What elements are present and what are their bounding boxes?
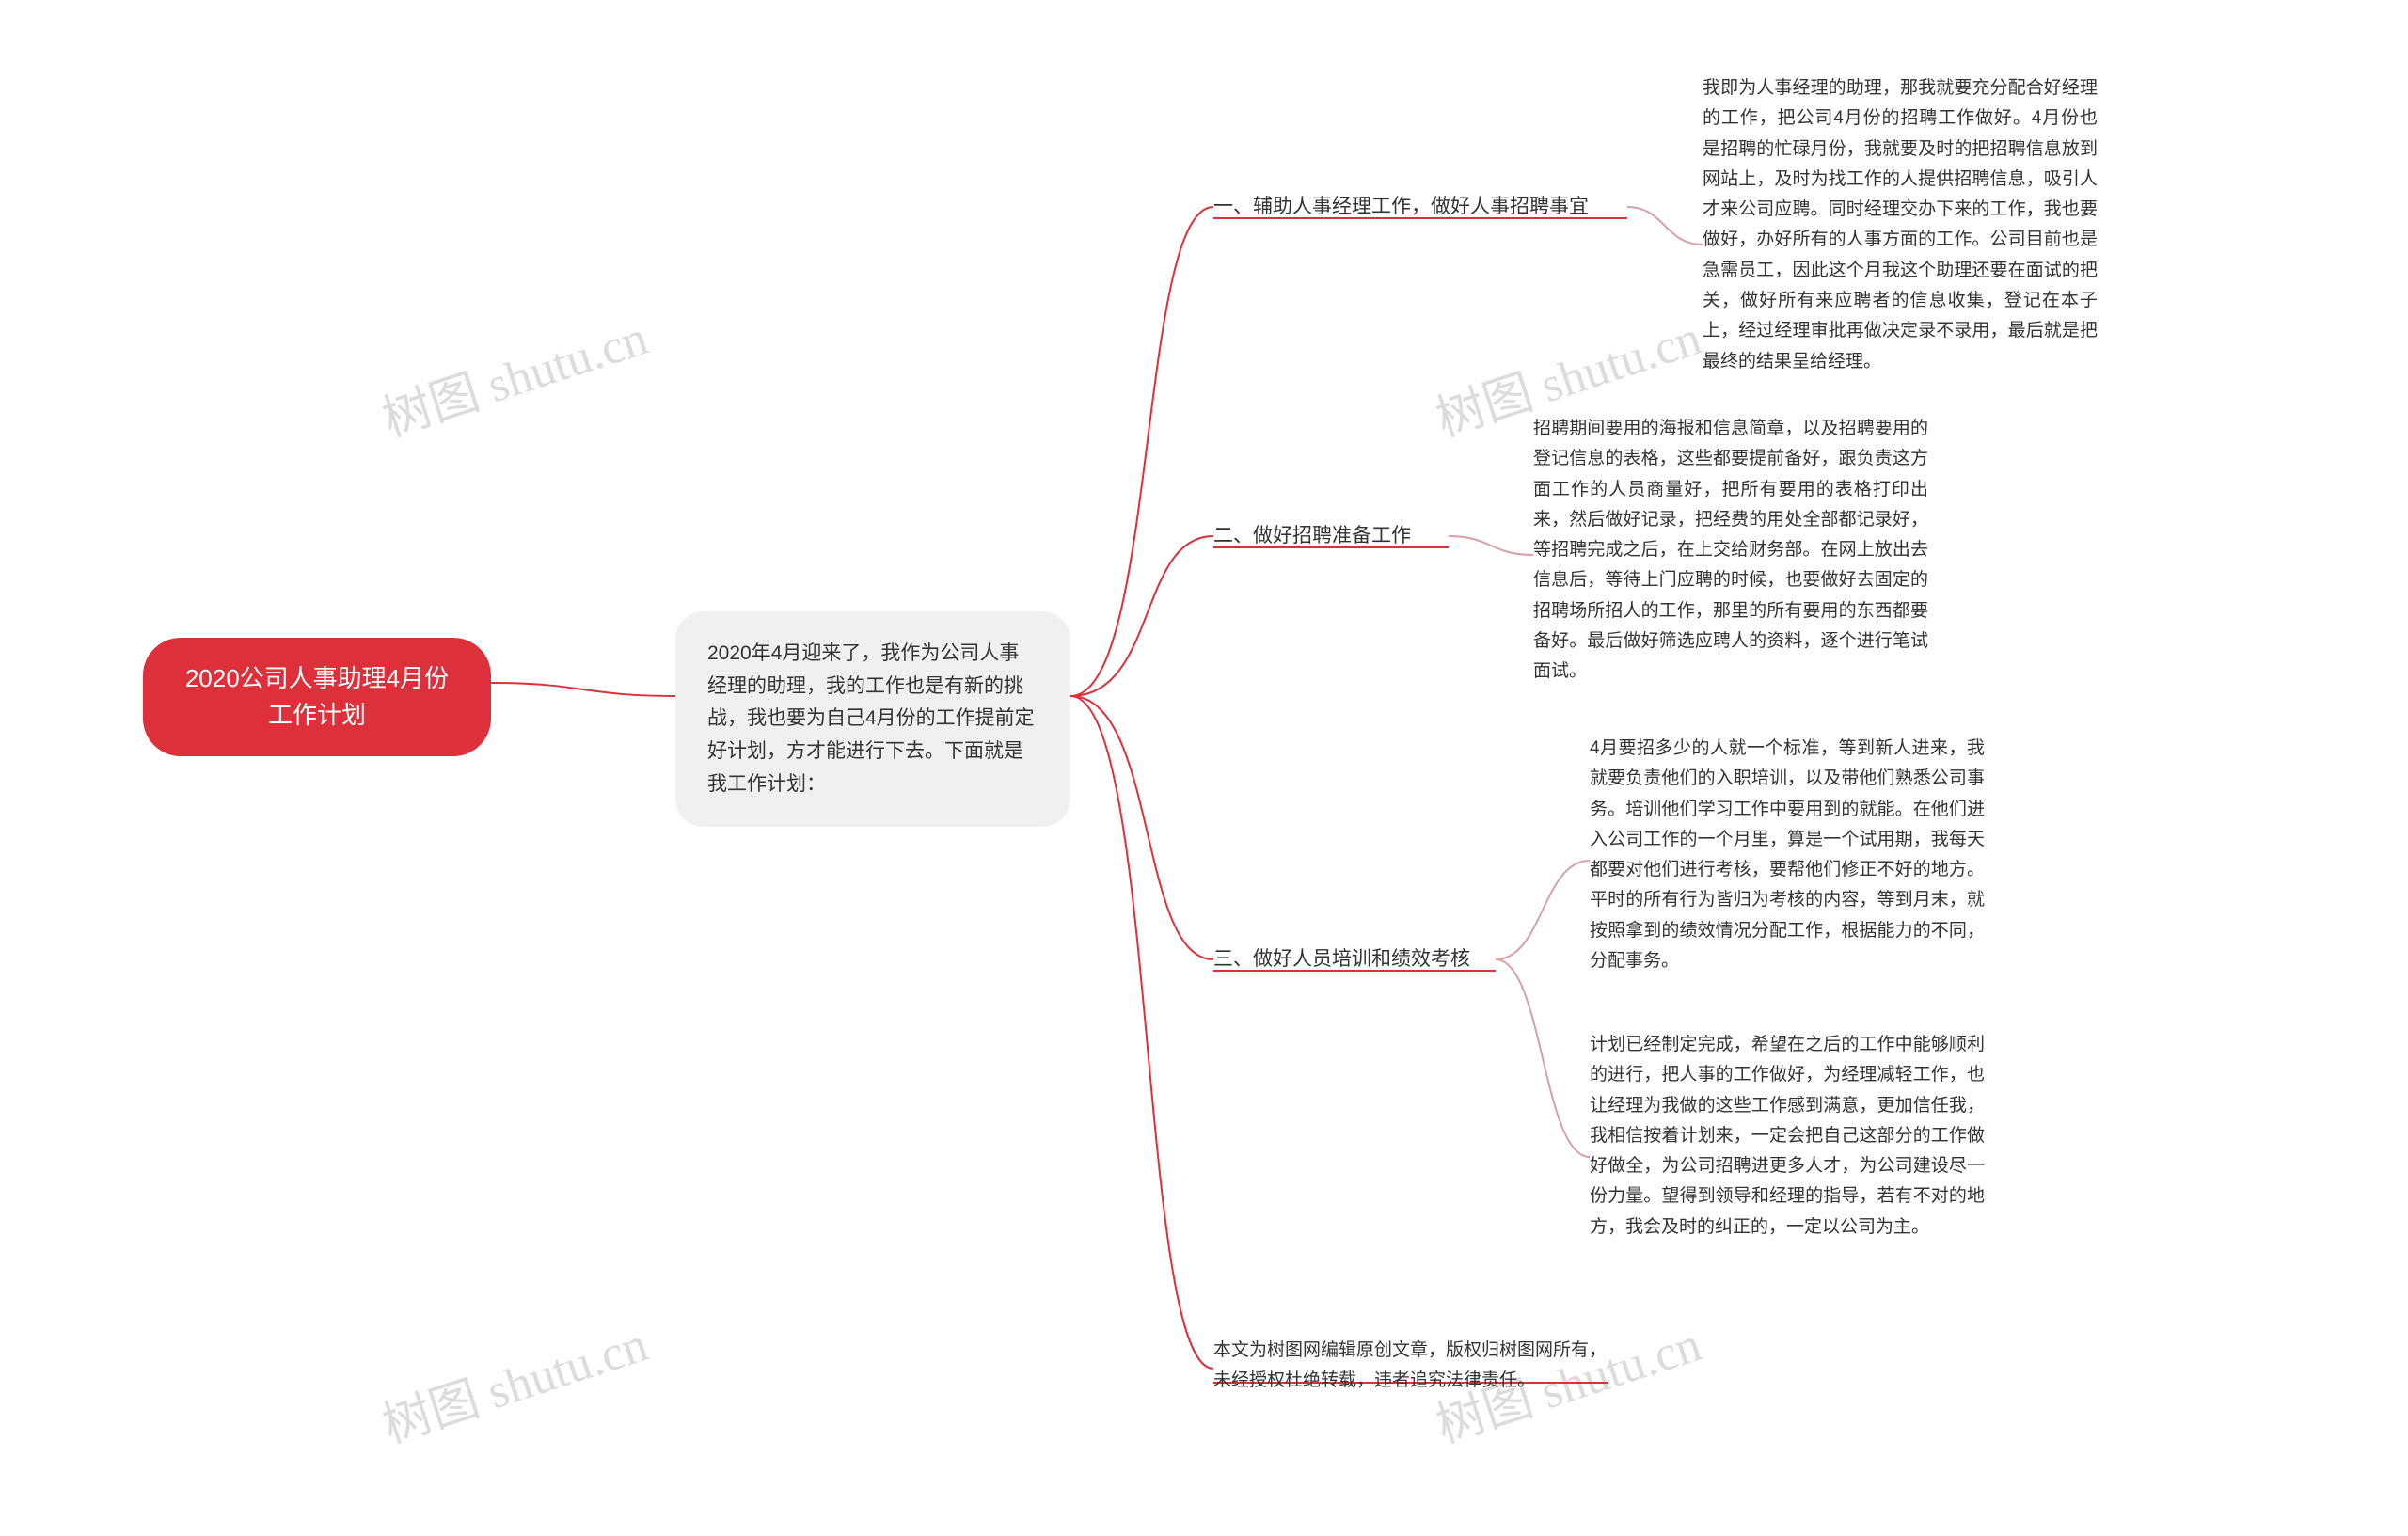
branch-heading-2[interactable]: 二、做好招聘准备工作	[1213, 521, 1411, 551]
intro-text: 2020年4月迎来了，我作为公司人事经理的助理，我的工作也是有新的挑战，我也要为…	[707, 642, 1035, 795]
intro-node[interactable]: 2020年4月迎来了，我作为公司人事经理的助理，我的工作也是有新的挑战，我也要为…	[675, 611, 1070, 827]
branch-leaf-2[interactable]: 招聘期间要用的海报和信息简章，以及招聘要用的登记信息的表格，这些都要提前备好，跟…	[1533, 414, 1928, 688]
root-line2: 工作计划	[181, 697, 453, 734]
root-node[interactable]: 2020公司人事助理4月份 工作计划	[143, 638, 491, 756]
branch-heading-3[interactable]: 三、做好人员培训和绩效考核	[1213, 944, 1470, 974]
copyright-node[interactable]: 本文为树图网编辑原创文章，版权归树图网所有，未经授权杜绝转载，违者追究法律责任。	[1213, 1336, 1608, 1397]
branch-leaf-3a[interactable]: 4月要招多少的人就一个标准，等到新人进来，我就要负责他们的入职培训，以及带他们熟…	[1590, 734, 1985, 976]
root-line1: 2020公司人事助理4月份	[181, 660, 453, 697]
watermark: 树图 shutu.cn	[372, 1305, 656, 1456]
branch-leaf-1[interactable]: 我即为人事经理的助理，那我就要充分配合好经理的工作，把公司4月份的招聘工作做好。…	[1703, 73, 2098, 377]
branch-heading-1[interactable]: 一、辅助人事经理工作，做好人事招聘事宜	[1213, 192, 1589, 222]
watermark: 树图 shutu.cn	[372, 298, 656, 450]
branch-leaf-3b[interactable]: 计划已经制定完成，希望在之后的工作中能够顺利的进行，把人事的工作做好，为经理减轻…	[1590, 1030, 1985, 1243]
